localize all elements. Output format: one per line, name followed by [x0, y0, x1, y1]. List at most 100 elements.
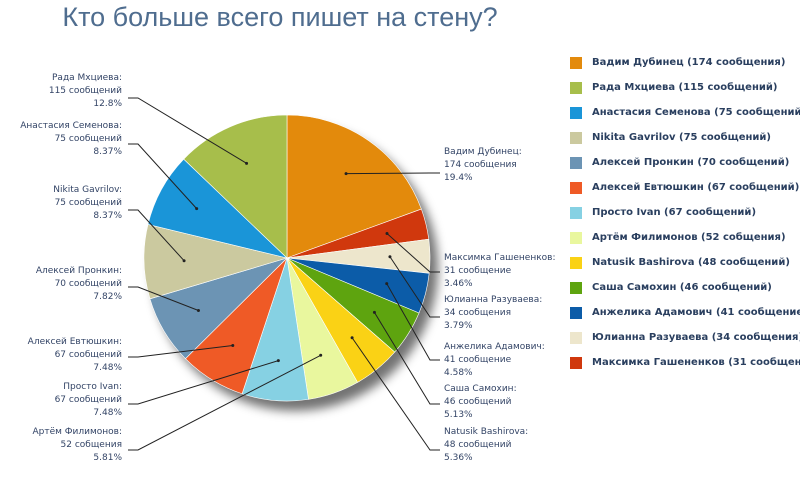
callout-anchor-dot — [196, 309, 200, 313]
slice-label-percent-label: 8.37% — [93, 211, 122, 221]
slice-label: Nikita Gavrilov: 75 сообщений 8.37% — [53, 185, 122, 221]
slice-label: Natusik Bashirova: 48 сообщений 5.36% — [444, 427, 528, 463]
callout-line — [128, 143, 198, 209]
legend-item: Алексей Евтюшкин (67 сообщений) — [570, 175, 800, 200]
callout-anchor-dot — [182, 259, 186, 263]
legend-item: Алексей Пронкин (70 сообщений) — [570, 150, 800, 175]
callout-anchor-dot — [319, 353, 323, 357]
legend-item: Nikita Gavrilov (75 сообщений) — [570, 125, 800, 150]
slice-label-value-label: 75 сообщений — [55, 198, 123, 208]
legend-item: Вадим Дубинец (174 сообщения) — [570, 50, 800, 75]
legend-label: Анжелика Адамович (41 сообщение — [592, 307, 800, 318]
callout-line — [386, 233, 440, 273]
callout-line — [128, 97, 247, 164]
legend-swatch — [570, 331, 582, 344]
slice-callouts: Вадим Дубинец: 174 сообщения 19.4% Максимка… — [20, 73, 555, 463]
callout-line — [346, 172, 440, 175]
legend-label: Nikita Gavrilov (75 сообщений) — [592, 132, 771, 143]
slice-label-percent-label: 5.36% — [444, 453, 473, 463]
callout-anchor-dot — [388, 255, 392, 259]
slice-label-value-label: 48 сообщений — [444, 440, 512, 450]
legend-swatch — [570, 131, 582, 144]
legend-label: Анастасия Семенова (75 сообщений) — [592, 107, 800, 118]
legend-item: Артём Филимонов (52 собщения) — [570, 225, 800, 250]
legend-label: Алексей Пронкин (70 сообщений) — [592, 157, 790, 168]
slice-label-value-label: 115 сообщений — [49, 86, 122, 96]
legend-item: Анжелика Адамович (41 сообщение — [570, 300, 800, 325]
legend-swatch — [570, 206, 582, 219]
slice-label-name: Алексей Евтюшкин: — [28, 337, 122, 347]
slice-label-name: Саша Самохин: — [444, 384, 517, 394]
slice-label-name: Анастасия Семенова: — [20, 121, 122, 131]
legend-label: Саша Самохин (46 сообщений) — [592, 282, 772, 293]
legend-item: Анастасия Семенова (75 сообщений) — [570, 100, 800, 125]
slice-label-value-label: 52 собщения — [61, 440, 122, 450]
legend-swatch — [570, 106, 582, 119]
slice-label-percent-label: 4.58% — [444, 368, 473, 378]
legend-item: Юлианна Разуваева (34 сообщения) — [570, 325, 800, 350]
callout-line — [128, 286, 199, 311]
legend-swatch — [570, 156, 582, 169]
legend-swatch — [570, 56, 582, 69]
slice-label: Просто Ivan: 67 сообщений 7.48% — [55, 382, 123, 418]
callout-line — [128, 345, 233, 358]
callout-line — [128, 354, 321, 451]
slice-label: Рада Мхциева: 115 сообщений 12.8% — [49, 73, 123, 109]
slice-label-value-label: 70 сообщений — [55, 279, 123, 289]
slice-label-value-label: 75 сообщений — [55, 134, 123, 144]
legend-swatch — [570, 256, 582, 269]
slice-label: Анжелика Адамович: 41 сообщение 4.58% — [444, 342, 545, 378]
slice-label-name: Анжелика Адамович: — [444, 342, 545, 352]
slice-label-name: Просто Ivan: — [63, 382, 122, 392]
slice-label-value-label: 34 сообщения — [444, 308, 511, 318]
slice-label-name: Рада Мхциева: — [52, 73, 122, 83]
callout-anchor-dot — [344, 172, 348, 176]
pie-slices — [143, 114, 431, 402]
legend-swatch — [570, 281, 582, 294]
slice-label: Юлианна Разуваева: 34 сообщения 3.79% — [444, 295, 542, 331]
legend-item: Максимка Гашененков (31 сообщение — [570, 350, 800, 375]
slice-label-value-label: 41 сообщение — [444, 355, 512, 365]
legend-item: Natusik Bashirova (48 сообщений) — [570, 250, 800, 275]
slice-label-name: Алексей Пронкин: — [36, 266, 122, 276]
slice-label-name: Юлианна Разуваева: — [444, 295, 542, 305]
legend-swatch — [570, 231, 582, 244]
slice-label-percent-label: 5.81% — [93, 453, 122, 463]
legend-swatch — [570, 81, 582, 94]
legend-item: Рада Мхциева (115 сообщений) — [570, 75, 800, 100]
slice-label-percent-label: 7.82% — [93, 292, 122, 302]
legend-label: Вадим Дубинец (174 сообщения) — [592, 57, 786, 68]
callout-line — [128, 360, 279, 405]
slice-label-name: Вадим Дубинец: — [444, 147, 522, 157]
callout-anchor-dot — [385, 231, 389, 235]
slice-0 — [286, 114, 422, 259]
slice-label: Алексей Евтюшкин: 67 сообщений 7.48% — [28, 337, 123, 373]
slice-label: Артём Филимонов: 52 собщения 5.81% — [32, 427, 122, 463]
slice-label-name: Максимка Гашененков: — [444, 253, 555, 263]
slice-label-name: Nikita Gavrilov: — [53, 185, 122, 195]
callout-anchor-dot — [350, 336, 354, 340]
slice-label-value-label: 46 сообщений — [444, 397, 512, 407]
slice-label: Максимка Гашененков: 31 сообщение 3.46% — [444, 253, 555, 289]
callout-anchor-dot — [385, 282, 389, 286]
slice-label: Саша Самохин: 46 сообщений 5.13% — [444, 384, 517, 420]
slice-label-value-label: 174 сообщения — [444, 160, 517, 170]
slice-12 — [183, 114, 288, 259]
legend-swatch — [570, 181, 582, 194]
legend-label: Рада Мхциева (115 сообщений) — [592, 82, 778, 93]
callout-anchor-dot — [276, 359, 280, 363]
slice-label: Вадим Дубинец: 174 сообщения 19.4% — [444, 147, 522, 183]
callout-line — [386, 283, 440, 361]
slice-label: Алексей Пронкин: 70 сообщений 7.82% — [36, 266, 123, 302]
slice-label-percent-label: 8.37% — [93, 147, 122, 157]
callout-anchor-dot — [372, 310, 376, 314]
slice-label-value-label: 67 сообщений — [55, 350, 123, 360]
legend-label: Просто Ivan (67 сообщений) — [592, 207, 757, 218]
legend-label: Юлианна Разуваева (34 сообщения) — [592, 332, 800, 343]
slice-label-name: Natusik Bashirova: — [444, 427, 528, 437]
slice-label-percent-label: 7.48% — [93, 363, 122, 373]
callout-anchor-dot — [231, 344, 235, 348]
slice-label-percent-label: 12.8% — [93, 99, 122, 109]
pie-chart: Вадим Дубинец: 174 сообщения 19.4% Максимка… — [20, 73, 555, 463]
slice-label-percent-label: 3.79% — [444, 321, 473, 331]
